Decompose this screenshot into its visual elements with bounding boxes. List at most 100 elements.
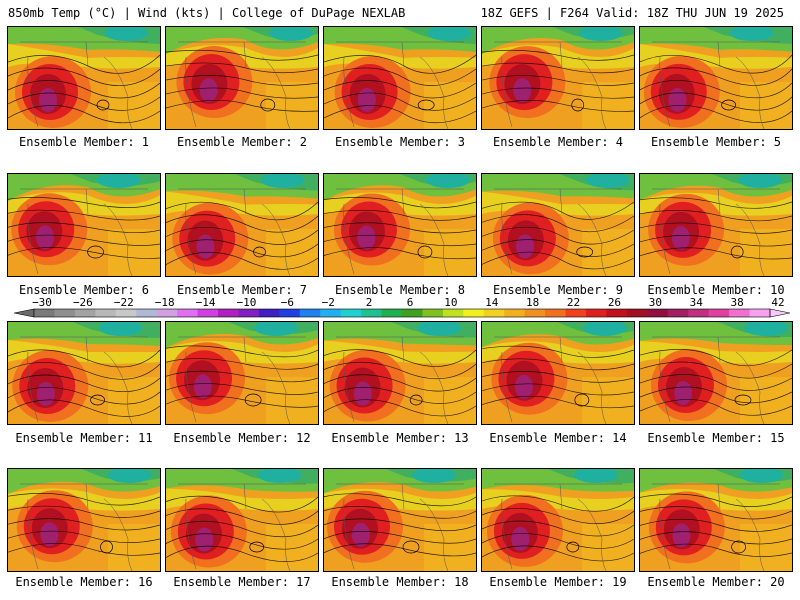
ensemble-panel-3[interactable] (323, 26, 477, 130)
colorbar-swatch (74, 309, 96, 317)
colorbar-swatch (422, 309, 444, 317)
ensemble-panel-6[interactable] (7, 173, 161, 277)
temperature-map (482, 174, 634, 276)
temperature-colorbar: −30 −26 −22 −18 −14 −10 −6 −2 2 6 10 14 18 22 26 30 34 38… (13, 297, 791, 318)
colorbar-swatch (504, 309, 526, 317)
colorbar-tick-label: 42 (771, 297, 784, 309)
colorbar-swatch (95, 309, 117, 317)
panel-label-8: Ensemble Member: 8 (334, 283, 466, 297)
temperature-map (166, 174, 318, 276)
ensemble-panel-18[interactable] (323, 468, 477, 572)
temperature-map (8, 174, 160, 276)
panel-label-13: Ensemble Member: 13 (331, 431, 469, 445)
ensemble-panel-11[interactable] (7, 321, 161, 425)
colorbar-swatch (545, 309, 567, 317)
colorbar-swatch (586, 309, 607, 317)
colorbar-swatch (238, 309, 260, 317)
colorbar-tick-label: 6 (407, 297, 414, 309)
colorbar-tick-label: 18 (526, 297, 539, 309)
colorbar-swatch (54, 309, 76, 317)
temperature-map (8, 27, 160, 129)
panel-label-7: Ensemble Member: 7 (176, 283, 308, 297)
ensemble-panel-10[interactable] (639, 173, 793, 277)
colorbar-tick-label: 26 (608, 297, 621, 309)
colorbar-tick-label: 14 (485, 297, 499, 309)
ensemble-panel-5[interactable] (639, 26, 793, 130)
colorbar-tick-label: −14 (196, 297, 216, 309)
colorbar-swatch (340, 309, 362, 317)
temperature-map (640, 322, 792, 424)
ensemble-panel-7[interactable] (165, 173, 319, 277)
ensemble-panel-9[interactable] (481, 173, 635, 277)
panel-label-3: Ensemble Member: 3 (334, 135, 466, 149)
colorbar-tick-label: 2 (366, 297, 373, 309)
temperature-map (166, 322, 318, 424)
panel-label-17: Ensemble Member: 17 (173, 575, 311, 589)
colorbar-swatch (136, 309, 158, 317)
colorbar-swatch (320, 309, 342, 317)
colorbar-swatch (667, 309, 689, 317)
ensemble-panel-12[interactable] (165, 321, 319, 425)
temperature-map (640, 174, 792, 276)
colorbar-swatch (729, 309, 751, 317)
model-run-info: 18Z GEFS | F264 Valid: 18Z THU JUN 19 20… (480, 6, 784, 20)
panel-label-11: Ensemble Member: 11 (15, 431, 153, 445)
panel-label-18: Ensemble Member: 18 (331, 575, 469, 589)
colorbar-swatch (218, 309, 239, 317)
panel-label-19: Ensemble Member: 19 (489, 575, 627, 589)
colorbar-tick-label: −26 (73, 297, 93, 309)
ensemble-panel-1[interactable] (7, 26, 161, 130)
colorbar-tick-label: −2 (322, 297, 335, 309)
temperature-map (8, 322, 160, 424)
temperature-map (324, 469, 476, 571)
colorbar-swatch (156, 309, 178, 317)
panel-label-4: Ensemble Member: 4 (492, 135, 624, 149)
map-title: 850mb Temp (°C) | Wind (kts) | College o… (8, 6, 406, 20)
ensemble-panel-19[interactable] (481, 468, 635, 572)
colorbar-tick-label: 38 (730, 297, 743, 309)
colorbar-swatch (361, 309, 383, 317)
colorbar-swatch (483, 309, 505, 317)
ensemble-panel-13[interactable] (323, 321, 477, 425)
ensemble-panel-15[interactable] (639, 321, 793, 425)
colorbar-swatch (299, 309, 321, 317)
temperature-map (166, 469, 318, 571)
colorbar-swatch (279, 309, 301, 317)
ensemble-panel-17[interactable] (165, 468, 319, 572)
panel-label-2: Ensemble Member: 2 (176, 135, 308, 149)
colorbar-tick-label: −30 (32, 297, 52, 309)
panel-label-9: Ensemble Member: 9 (492, 283, 624, 297)
colorbar-swatch (708, 309, 730, 317)
colorbar-tick-label: −10 (237, 297, 257, 309)
temperature-map (482, 469, 634, 571)
temperature-map (166, 27, 318, 129)
temperature-map (640, 27, 792, 129)
panel-label-5: Ensemble Member: 5 (650, 135, 782, 149)
temperature-map (640, 469, 792, 571)
colorbar-swatch (197, 309, 219, 317)
ensemble-panel-2[interactable] (165, 26, 319, 130)
temperature-map (324, 322, 476, 424)
panel-label-15: Ensemble Member: 15 (647, 431, 785, 445)
colorbar-tick-label: 34 (690, 297, 704, 309)
ensemble-panel-4[interactable] (481, 26, 635, 130)
colorbar-min-arrow (13, 308, 35, 318)
colorbar-swatch (565, 309, 587, 317)
panel-label-6: Ensemble Member: 6 (18, 283, 150, 297)
panel-label-16: Ensemble Member: 16 (15, 575, 153, 589)
ensemble-panel-14[interactable] (481, 321, 635, 425)
temperature-map (8, 469, 160, 571)
colorbar-swatch (688, 309, 710, 317)
ensemble-panel-16[interactable] (7, 468, 161, 572)
colorbar-swatch (626, 309, 648, 317)
ensemble-panel-8[interactable] (323, 173, 477, 277)
colorbar-tick-label: −6 (281, 297, 294, 309)
colorbar-swatch (115, 309, 137, 317)
temperature-map (324, 174, 476, 276)
temperature-map (482, 27, 634, 129)
panel-label-12: Ensemble Member: 12 (173, 431, 311, 445)
colorbar-swatch (402, 309, 423, 317)
ensemble-panel-20[interactable] (639, 468, 793, 572)
colorbar-swatch (524, 309, 546, 317)
colorbar-swatch (258, 309, 280, 317)
